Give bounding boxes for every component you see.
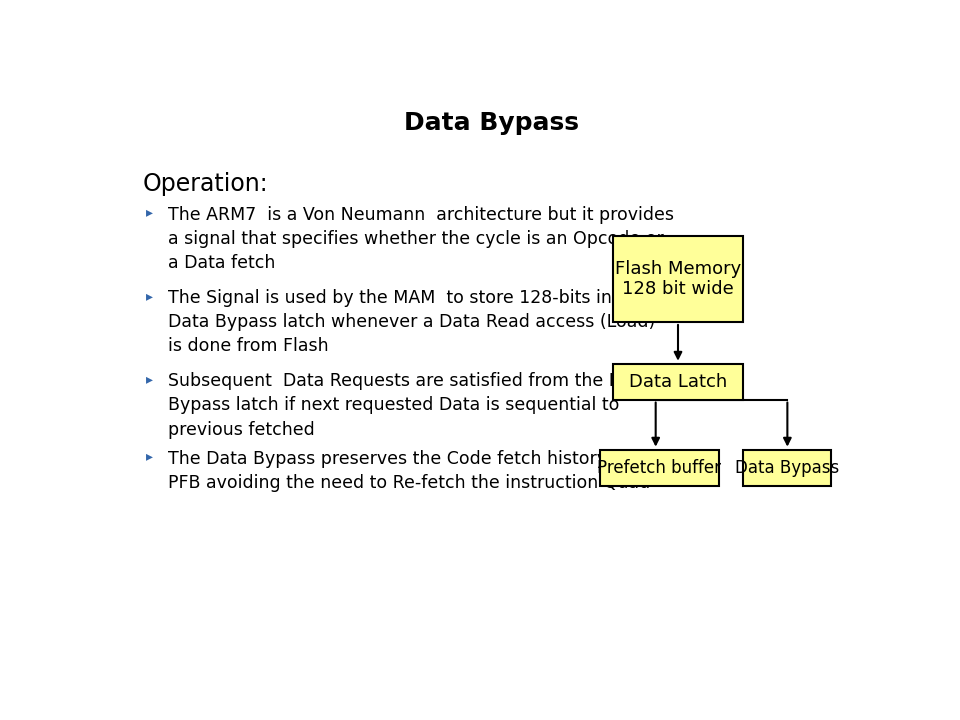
Text: ▸: ▸ <box>146 206 153 220</box>
Bar <box>612 364 743 400</box>
Text: The Data Bypass preserves the Code fetch history in the
PFB avoiding the need to: The Data Bypass preserves the Code fetch… <box>168 449 662 492</box>
Text: Operation:: Operation: <box>142 172 268 197</box>
Text: Subsequent  Data Requests are satisfied from the Data
Bypass latch if next reque: Subsequent Data Requests are satisfied f… <box>168 372 651 438</box>
Bar <box>743 449 831 485</box>
Text: The ARM7  is a Von Neumann  architecture but it provides
a signal that specifies: The ARM7 is a Von Neumann architecture b… <box>168 206 674 272</box>
Text: ▸: ▸ <box>146 289 153 302</box>
Text: Flash Memory
128 bit wide: Flash Memory 128 bit wide <box>614 260 741 299</box>
Text: ▸: ▸ <box>146 372 153 386</box>
Bar <box>612 236 743 322</box>
Text: Data Bypass: Data Bypass <box>735 459 839 477</box>
Text: Prefetch buffer: Prefetch buffer <box>597 459 721 477</box>
Bar <box>600 449 719 485</box>
Text: ▸: ▸ <box>146 449 153 464</box>
Text: Data Bypass: Data Bypass <box>404 112 580 135</box>
Text: Data Latch: Data Latch <box>629 373 727 391</box>
Text: The Signal is used by the MAM  to store 128-bits in the
Data Bypass latch whenev: The Signal is used by the MAM to store 1… <box>168 289 656 356</box>
